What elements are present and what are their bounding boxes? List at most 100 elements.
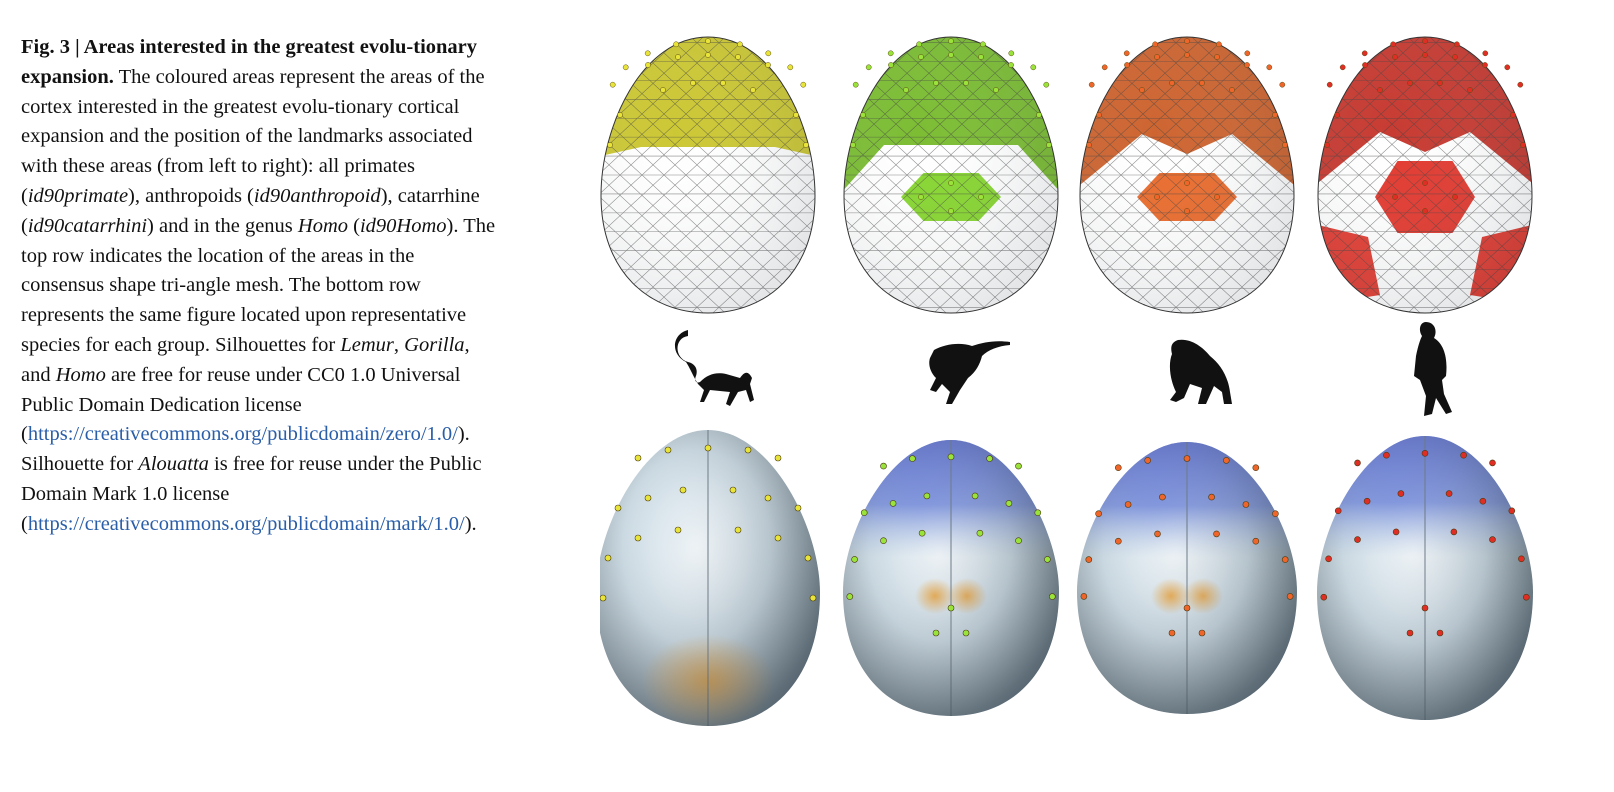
landmark-point bbox=[1088, 81, 1095, 88]
landmark-point bbox=[609, 81, 616, 88]
landmark-point bbox=[1390, 41, 1396, 48]
landmark-point bbox=[809, 594, 817, 602]
landmark-point bbox=[1183, 604, 1191, 612]
landmark-point bbox=[787, 64, 794, 71]
landmark-point bbox=[976, 529, 984, 537]
mesh-line bbox=[1528, 37, 1532, 313]
landmark-point bbox=[1334, 112, 1340, 118]
landmark-point bbox=[1213, 530, 1220, 538]
mesh-border bbox=[1317, 36, 1533, 314]
mesh-surface bbox=[844, 37, 1058, 313]
landmark-point bbox=[1086, 142, 1092, 148]
landmark-point bbox=[1272, 112, 1278, 118]
landmark-point bbox=[793, 112, 799, 118]
landmark-point bbox=[1036, 112, 1042, 118]
landmark-point bbox=[1095, 510, 1102, 518]
landmark-point bbox=[1517, 81, 1524, 88]
landmark-point bbox=[607, 142, 613, 148]
caption-text: is free for reuse under the Public Domai… bbox=[21, 453, 482, 535]
caption-term: Homo bbox=[297, 214, 349, 237]
landmark-point bbox=[744, 446, 752, 454]
landmark-point bbox=[644, 50, 651, 57]
landmark-point bbox=[963, 80, 969, 86]
landmark-point bbox=[880, 537, 887, 545]
landmark-point bbox=[1489, 459, 1496, 467]
brain-landmarks bbox=[1080, 455, 1294, 637]
landmark-point bbox=[1199, 80, 1205, 86]
landmark-point bbox=[1005, 500, 1013, 507]
caption-term: Alouatta bbox=[138, 453, 209, 476]
landmark-point bbox=[704, 444, 712, 452]
landmark-point bbox=[1085, 556, 1093, 563]
landmark-point bbox=[1361, 50, 1368, 57]
landmark-point bbox=[918, 529, 926, 537]
landmark-point bbox=[1504, 64, 1511, 71]
landmark-point bbox=[887, 50, 894, 57]
human-silhouette-icon bbox=[1414, 322, 1452, 416]
brain-landmarks bbox=[846, 453, 1056, 637]
landmark-point bbox=[1422, 52, 1428, 58]
brain-shading bbox=[600, 430, 820, 726]
brain-landmarks bbox=[1320, 449, 1530, 637]
landmark-point bbox=[765, 62, 771, 68]
landmark-point bbox=[1229, 87, 1235, 93]
license-link-pdm[interactable]: https://creativecommons.org/publicdomain… bbox=[27, 512, 465, 535]
landmark-point bbox=[1008, 50, 1015, 57]
landmark-point bbox=[993, 87, 999, 93]
landmark-point bbox=[978, 54, 984, 60]
license-link-cc0[interactable]: https://creativecommons.org/publicdomain… bbox=[27, 423, 458, 446]
landmark-point bbox=[1377, 87, 1383, 93]
brain-render-alouatta bbox=[843, 440, 1059, 716]
landmark-point bbox=[1159, 493, 1166, 501]
brain-shading bbox=[843, 440, 1059, 716]
landmark-point bbox=[1445, 490, 1453, 497]
landmark-point bbox=[1354, 536, 1361, 543]
landmark-point bbox=[1354, 459, 1361, 467]
caption-text: are free for reuse under CC0 1.0 Univers… bbox=[21, 363, 461, 446]
landmark-point bbox=[634, 454, 642, 462]
landmark-point bbox=[660, 87, 666, 93]
landmark-point bbox=[803, 142, 809, 148]
landmark-point bbox=[794, 504, 802, 512]
landmark-point bbox=[1123, 50, 1130, 57]
caption-text: The coloured areas represent the areas o… bbox=[21, 65, 485, 207]
landmark-point bbox=[1482, 62, 1488, 68]
landmark-point bbox=[962, 629, 970, 637]
caption-text: ( bbox=[348, 214, 360, 237]
landmark-point bbox=[948, 208, 954, 214]
caption-text: , and bbox=[21, 333, 470, 386]
landmark-point bbox=[1144, 457, 1152, 464]
brain-overlay bbox=[1077, 442, 1297, 714]
landmark-point bbox=[1244, 62, 1250, 68]
mesh-landmarks bbox=[1324, 38, 1526, 214]
landmark-point bbox=[846, 593, 854, 600]
landmark-point bbox=[1208, 493, 1215, 501]
caption-term: Gorilla bbox=[404, 333, 465, 356]
landmark-point bbox=[617, 112, 623, 118]
landmark-point bbox=[1242, 501, 1250, 508]
landmark-point bbox=[1008, 62, 1014, 68]
landmark-point bbox=[1281, 556, 1289, 563]
figure-panels bbox=[600, 0, 1614, 792]
caption-text: ). Silhouette for bbox=[21, 423, 470, 476]
landmark-point bbox=[880, 462, 887, 470]
landmark-point bbox=[1452, 194, 1458, 200]
landmark-point bbox=[918, 54, 924, 60]
figure-label: Fig. 3 | Areas interested in the greates… bbox=[21, 36, 478, 88]
landmark-point bbox=[1397, 490, 1405, 497]
landmark-point bbox=[1452, 54, 1458, 60]
mesh-border bbox=[600, 36, 816, 314]
landmark-point bbox=[916, 41, 922, 48]
landmark-point bbox=[1214, 194, 1220, 200]
landmark-point bbox=[729, 486, 737, 494]
landmark-point bbox=[1044, 556, 1051, 563]
landmark-point bbox=[948, 38, 954, 44]
caption-term: Homo bbox=[55, 363, 106, 386]
landmark-point bbox=[1046, 142, 1052, 148]
landmark-point bbox=[1422, 208, 1428, 214]
landmark-point bbox=[1436, 629, 1444, 637]
landmark-point bbox=[774, 454, 782, 462]
landmark-point bbox=[1252, 464, 1260, 472]
landmark-point bbox=[1266, 64, 1273, 71]
caption-term: id90Homo bbox=[359, 214, 447, 237]
